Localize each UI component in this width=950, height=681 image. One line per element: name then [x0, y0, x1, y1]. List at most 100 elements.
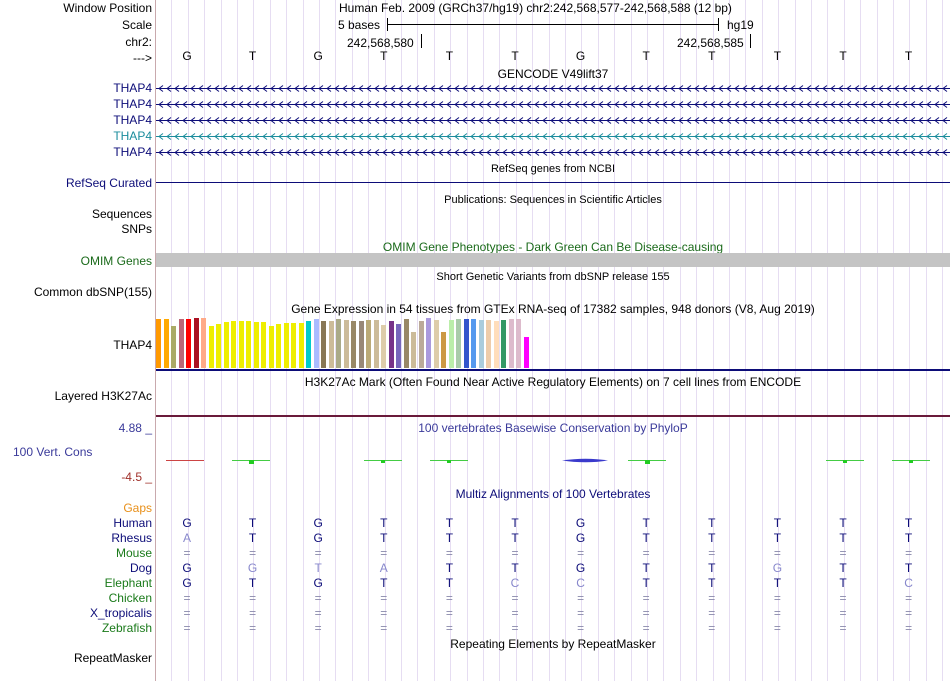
gtex-tissue-bar[interactable] — [253, 322, 259, 368]
gencode-transcript-line[interactable] — [156, 113, 950, 127]
multiz-species-label[interactable]: X_tropicalis — [89, 606, 152, 620]
gtex-tissue-bar[interactable] — [366, 320, 371, 368]
gtex-tissue-bar[interactable] — [163, 319, 169, 368]
multiz-base: T — [511, 531, 519, 545]
gtex-tissue-bar[interactable] — [523, 337, 529, 368]
gencode-transcript-label[interactable]: THAP4 — [113, 129, 152, 143]
gtex-tissue-bar[interactable] — [351, 321, 356, 368]
multiz-base: = — [249, 546, 257, 560]
multiz-species-label[interactable]: Chicken — [108, 591, 152, 605]
gtex-tissue-bar[interactable] — [508, 319, 514, 368]
reference-base: T — [773, 49, 782, 63]
gtex-tissue-bar[interactable] — [478, 320, 484, 368]
gtex-tissue-bar[interactable] — [283, 323, 289, 368]
gtex-tissue-bar[interactable] — [426, 318, 431, 368]
omim-label[interactable]: OMIM Genes — [80, 254, 152, 268]
gtex-tissue-bar[interactable] — [441, 332, 446, 368]
gtex-tissue-bar[interactable] — [516, 319, 521, 368]
gtex-tissue-bar[interactable] — [321, 320, 326, 368]
gtex-tissue-bar[interactable] — [336, 319, 341, 368]
gtex-track-title: Gene Expression in 54 tissues from GTEx … — [291, 302, 815, 316]
h3k27ac-label[interactable]: Layered H3K27Ac — [54, 389, 152, 403]
gencode-transcript-line[interactable] — [156, 97, 950, 111]
gtex-tissue-bar[interactable] — [403, 319, 409, 368]
multiz-species-label[interactable]: Zebrafish — [101, 621, 152, 635]
refseq-gene-line[interactable] — [156, 182, 950, 183]
gencode-transcript-line[interactable] — [156, 145, 950, 159]
gtex-tissue-bar[interactable] — [201, 318, 206, 368]
gencode-transcript-label[interactable]: THAP4 — [113, 113, 152, 127]
gtex-tissue-bar[interactable] — [298, 323, 304, 368]
multiz-base: T — [708, 516, 716, 530]
gtex-tissue-bar[interactable] — [463, 319, 469, 368]
multiz-base: T — [773, 576, 782, 590]
phylop-min-label: -4.5 _ — [121, 470, 152, 484]
gtex-tissue-bar[interactable] — [471, 319, 476, 368]
multiz-species-label[interactable]: Elephant — [104, 576, 152, 590]
multiz-base: = — [905, 546, 913, 560]
gencode-transcript-label[interactable]: THAP4 — [113, 145, 152, 159]
gencode-transcript-line[interactable] — [156, 129, 950, 143]
gtex-tissue-bar[interactable] — [216, 324, 221, 368]
gtex-tissue-bar[interactable] — [373, 320, 379, 368]
gtex-tissue-bar[interactable] — [223, 322, 229, 368]
reference-base: T — [380, 49, 388, 63]
gtex-tissue-bar[interactable] — [501, 320, 506, 368]
gtex-tissue-bar[interactable] — [388, 321, 394, 368]
gtex-tissue-bar[interactable] — [411, 332, 416, 368]
gtex-tissue-bar[interactable] — [456, 319, 461, 368]
gtex-tissue-bar[interactable] — [328, 321, 334, 368]
gtex-tissue-bar[interactable] — [186, 319, 191, 368]
phylop-label[interactable]: 100 Vert. Cons — [13, 445, 93, 459]
gtex-tissue-bar[interactable] — [448, 320, 454, 368]
grid-line — [860, 0, 862, 681]
gtex-tissue-bar[interactable] — [276, 324, 281, 368]
multiz-base: = — [445, 606, 453, 620]
omim-gene-block[interactable] — [156, 253, 950, 267]
gtex-tissue-bar[interactable] — [238, 321, 244, 368]
gaps-label[interactable]: Gaps — [123, 501, 152, 515]
gencode-transcript-label[interactable]: THAP4 — [113, 81, 152, 95]
snps-label[interactable]: SNPs — [121, 222, 152, 236]
multiz-species-label[interactable]: Mouse — [115, 546, 152, 560]
multiz-base: T — [839, 531, 847, 545]
gtex-tissue-bar[interactable] — [208, 325, 214, 368]
dbsnp-label[interactable]: Common dbSNP(155) — [33, 285, 152, 299]
gtex-tissue-bar[interactable] — [343, 320, 349, 368]
gencode-transcript-label[interactable]: THAP4 — [113, 97, 152, 111]
gtex-tissue-bar[interactable] — [306, 321, 311, 368]
gtex-tissue-bar[interactable] — [381, 325, 386, 368]
gtex-tissue-bar[interactable] — [493, 321, 499, 368]
gencode-transcript-line[interactable] — [156, 81, 950, 95]
multiz-base: = — [445, 591, 453, 605]
gtex-tissue-bar[interactable] — [358, 321, 364, 368]
gtex-tissue-bar[interactable] — [433, 320, 439, 368]
sequences-label[interactable]: Sequences — [91, 207, 152, 221]
gtex-tissue-bar[interactable] — [313, 319, 319, 368]
gtex-tissue-bar[interactable] — [418, 321, 424, 368]
multiz-species-label[interactable]: Rhesus — [111, 531, 152, 545]
gtex-label[interactable]: THAP4 — [113, 338, 152, 352]
gtex-tissue-bar[interactable] — [156, 319, 161, 368]
gtex-tissue-bar[interactable] — [231, 321, 236, 368]
gtex-tissue-bar[interactable] — [246, 321, 251, 368]
multiz-base: = — [380, 546, 388, 560]
gtex-tissue-bar[interactable] — [193, 318, 199, 368]
gtex-tissue-bar[interactable] — [291, 323, 296, 368]
gtex-tissue-bar[interactable] — [171, 325, 176, 368]
multiz-base: T — [248, 576, 257, 590]
gtex-bar-graph[interactable] — [156, 318, 556, 368]
gtex-tissue-bar[interactable] — [261, 322, 266, 368]
phylop-wiggle[interactable] — [156, 452, 950, 470]
repeatmasker-label[interactable]: RepeatMasker — [73, 651, 152, 665]
grid-line — [483, 0, 484, 681]
gtex-tissue-bar[interactable] — [486, 320, 491, 368]
multiz-species-label[interactable]: Dog — [129, 561, 152, 575]
multiz-species-label[interactable]: Human — [113, 516, 152, 530]
grid-line — [909, 0, 911, 681]
gtex-tissue-bar[interactable] — [178, 319, 184, 368]
gtex-tissue-bar[interactable] — [268, 326, 274, 368]
refseq-label[interactable]: RefSeq Curated — [65, 176, 152, 190]
gtex-tissue-bar[interactable] — [396, 324, 401, 368]
